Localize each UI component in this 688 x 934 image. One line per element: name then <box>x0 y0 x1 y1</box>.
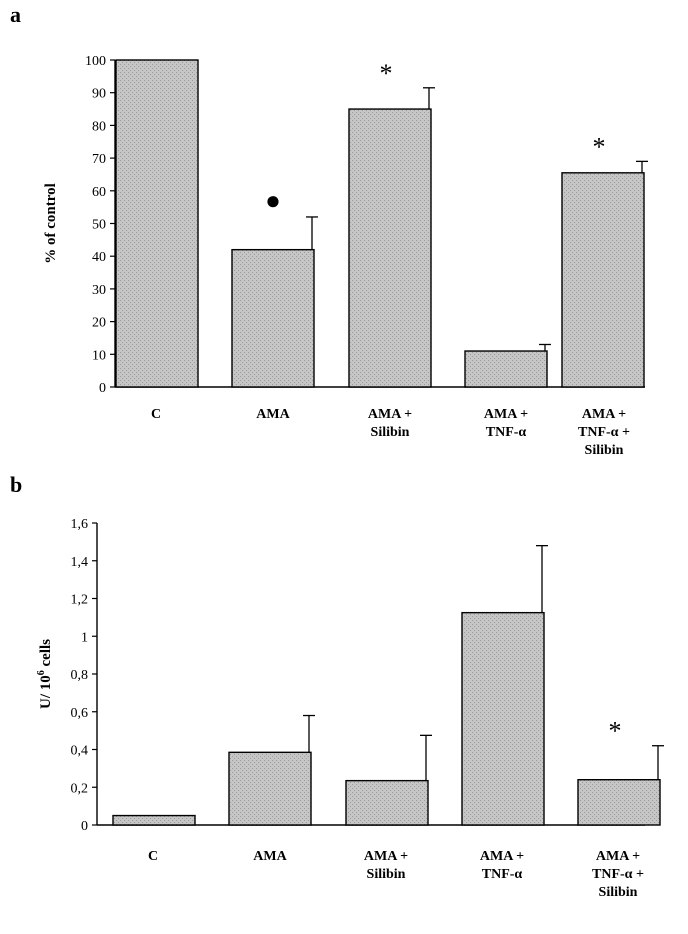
panel-b-category-label: Silibin <box>367 867 406 882</box>
panel-b-category-label: AMA <box>253 849 287 864</box>
panel-a-y-tick-label: 30 <box>92 283 106 298</box>
panel-b-bar <box>228 751 312 826</box>
panel-a-bar <box>348 108 432 388</box>
panel-b-y-tick-label: 0,6 <box>71 706 89 721</box>
panel-a-y-axis-label: % of control <box>43 183 59 264</box>
panel-b-bar <box>112 814 196 826</box>
panel-a-category-label: AMA + <box>368 407 412 422</box>
panel-b-y-axis-label-main: U/ 10 <box>38 675 54 709</box>
panel-b-y-tick-label: 1,6 <box>71 517 89 532</box>
panel-a-y-tick-label: 10 <box>92 348 106 363</box>
panel-b-bar <box>345 779 429 826</box>
panel-a-y-tick-label: 80 <box>92 119 106 134</box>
panel-a-label: a <box>10 2 21 27</box>
panel-a-category-label: AMA <box>256 407 290 422</box>
panel-a-y-tick-label: 70 <box>92 152 106 167</box>
panel-a-category-label: AMA + <box>484 407 528 422</box>
panel-a-category-label: Silibin <box>371 425 410 440</box>
panel-a: a % of control 0 10 20 30 40 50 60 70 80 90 100 ● * *… <box>10 2 648 458</box>
panel-b-y-axis-label: U/ 106 cells <box>36 639 54 709</box>
panel-b-category-label: TNF-α + <box>592 867 644 882</box>
panel-b-y-tick-label: 1,2 <box>71 593 89 608</box>
panel-a-y-tick-label: 40 <box>92 250 106 265</box>
panel-a-bar <box>561 172 645 388</box>
panel-a-y-tick-label: 50 <box>92 218 106 233</box>
panel-a-y-tick-label: 100 <box>85 54 106 69</box>
panel-b-category-label: C <box>148 849 158 864</box>
panel-a-bar <box>115 59 199 388</box>
panel-b-y-tick-label: 0 <box>81 819 88 834</box>
panel-b-category-label: AMA + <box>596 849 640 864</box>
panel-b-y-tick-label: 1 <box>81 630 88 645</box>
panel-b-y-axis-label-sup: 6 <box>36 670 47 675</box>
panel-a-y-tick-label: 20 <box>92 316 106 331</box>
panel-a-y-tick-label: 60 <box>92 185 106 200</box>
panel-a-category-label: TNF-α + <box>578 425 630 440</box>
panel-b-category-label: AMA + <box>364 849 408 864</box>
panel-b-significance-mark: * <box>609 717 622 746</box>
panel-a-category-label: TNF-α <box>486 425 527 440</box>
panel-b-y-axis-label-end: cells <box>38 639 54 670</box>
panel-b-label: b <box>10 472 22 497</box>
panel-a-category-label: AMA + <box>582 407 626 422</box>
panel-a-significance-mark: ● <box>265 186 281 215</box>
panel-b-category-label: TNF-α <box>482 867 523 882</box>
panel-b-bar <box>577 779 661 826</box>
panel-a-category-label: Silibin <box>585 443 624 458</box>
panel-b-y-tick-label: 0,8 <box>71 668 89 683</box>
panel-b-category-label: Silibin <box>599 885 638 900</box>
panel-b: b U/ 106 cells 0 0,2 0,4 0,6 0,8 1 1,2 1,4 1,6 * C… <box>10 472 664 900</box>
panel-a-bar <box>464 350 548 388</box>
panel-b-y-tick-label: 1,4 <box>71 555 89 570</box>
panel-a-significance-mark: * <box>593 132 606 161</box>
panel-a-y-tick-label: 0 <box>99 381 106 396</box>
panel-a-y-tick-label: 90 <box>92 87 106 102</box>
panel-b-y-tick-label: 0,2 <box>71 781 89 796</box>
panel-b-bar <box>461 611 545 826</box>
panel-b-category-label: AMA + <box>480 849 524 864</box>
panel-a-category-label: C <box>151 407 161 422</box>
panel-b-y-tick-label: 0,4 <box>71 744 89 759</box>
panel-a-significance-mark: * <box>380 59 393 88</box>
panel-a-bar <box>231 248 315 388</box>
